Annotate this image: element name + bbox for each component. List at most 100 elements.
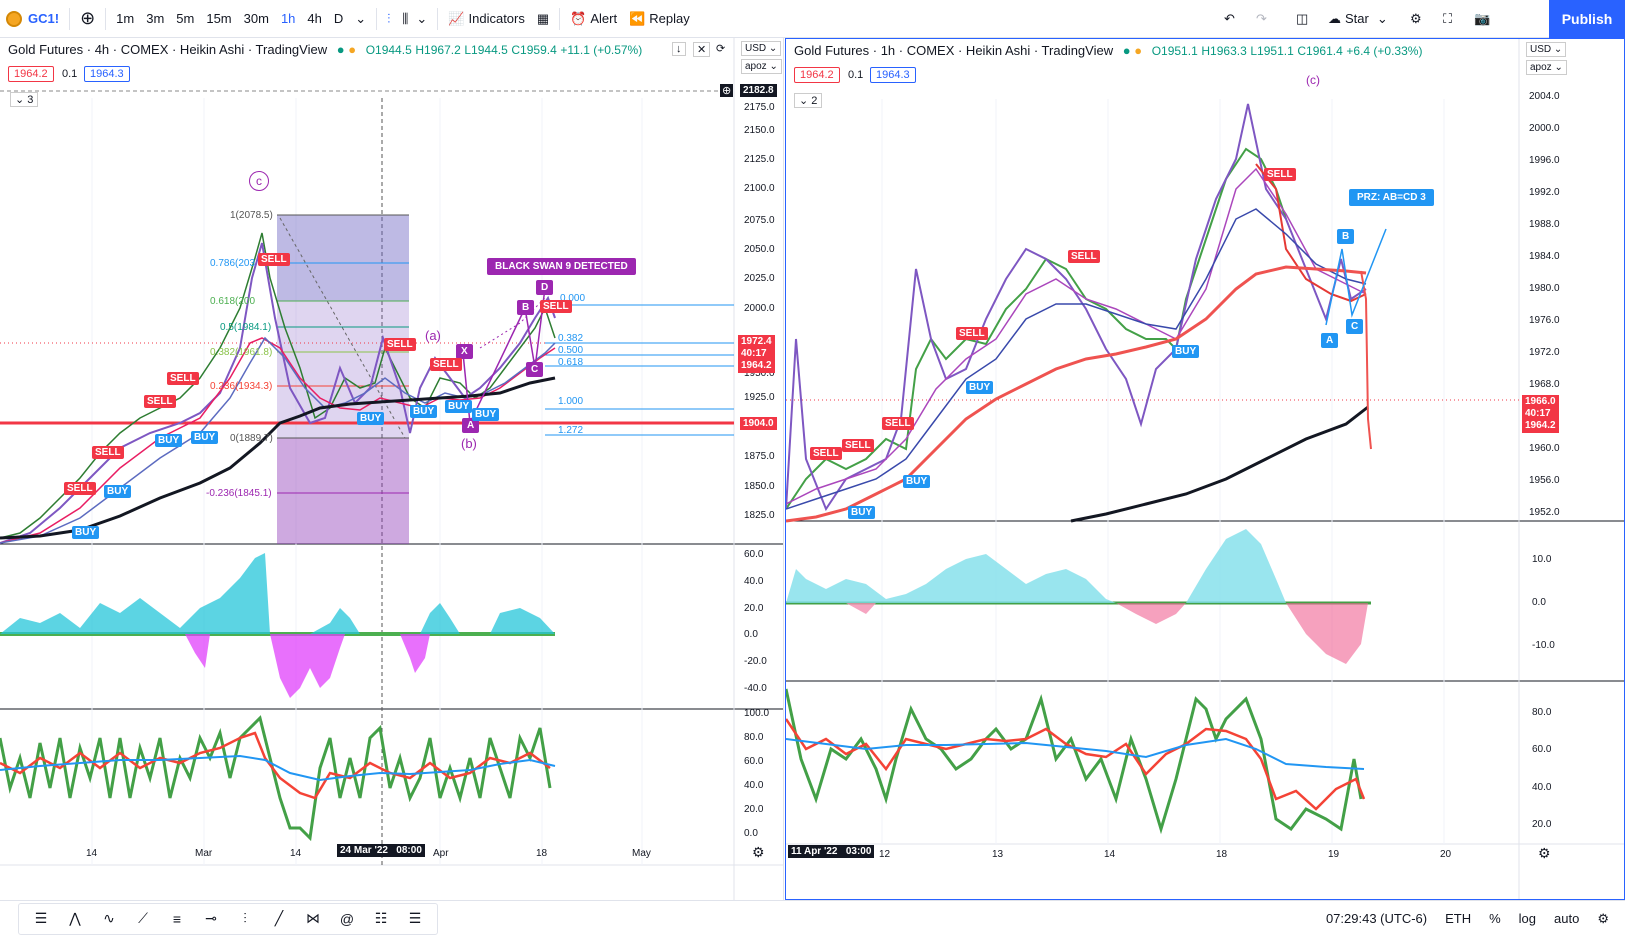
interval-dropdown-button[interactable]: ⌄ xyxy=(349,0,372,38)
left-currency-selector[interactable]: USD ⌄ xyxy=(741,41,782,56)
right-axis-settings-button[interactable]: ⚙ xyxy=(1538,845,1551,862)
left-sync-button[interactable]: ⟳ xyxy=(716,43,726,55)
left-axis-settings-button[interactable]: ⚙ xyxy=(752,844,765,861)
sell-signal: SELL xyxy=(810,447,842,460)
interval-1h[interactable]: 1h xyxy=(280,11,296,26)
right-ask-box[interactable]: 1964.3 xyxy=(870,67,916,83)
price-tick: 1950.0 xyxy=(744,368,775,379)
bars-style-button[interactable]: ⫼ ⌄ xyxy=(396,0,433,38)
right-chart-canvas[interactable] xyxy=(786,39,1625,900)
interval-5m[interactable]: 5m xyxy=(176,11,195,26)
interval-1m[interactable]: 1m xyxy=(116,11,135,26)
left-indicators-toggle[interactable]: ⌄ 3 xyxy=(10,92,39,107)
last-price-label: 1966.0 40:17 1964.2 xyxy=(1522,395,1559,433)
log-toggle[interactable]: log xyxy=(1518,910,1537,926)
right-chart-pane[interactable]: Gold Futures · 1h · COMEX · Heikin Ashi … xyxy=(785,38,1625,900)
auto-toggle[interactable]: auto xyxy=(1554,910,1580,926)
left-close: C1959.4 xyxy=(511,43,557,57)
alert-button[interactable]: ⏰ Alert xyxy=(564,0,623,38)
interval-15m[interactable]: 15m xyxy=(206,11,232,26)
time-tick: 14 xyxy=(290,848,302,859)
session-toggle[interactable]: ETH xyxy=(1445,910,1472,926)
left-chart-canvas[interactable] xyxy=(0,38,784,900)
price-tick: 1996.0 xyxy=(1529,155,1560,166)
left-ask-box[interactable]: 1964.3 xyxy=(84,66,130,82)
templates-button[interactable]: ▦ xyxy=(531,0,555,38)
ray-icon[interactable]: ╱ xyxy=(274,910,284,926)
left-bid-box[interactable]: 1964.2 xyxy=(8,66,54,82)
right-indicators-toggle[interactable]: ⌄ 2 xyxy=(794,93,823,108)
time-tick: Apr xyxy=(433,848,449,859)
separator xyxy=(105,7,107,30)
left-chart-pane[interactable]: Gold Futures · 4h · COMEX · Heikin Ashi … xyxy=(0,38,784,900)
wave-label-c: c xyxy=(249,171,269,191)
spiral-icon[interactable]: @ xyxy=(339,910,355,927)
settings-button[interactable]: ⚙ xyxy=(1404,0,1428,38)
publish-button[interactable]: Publish xyxy=(1549,0,1625,38)
right-chart-title: Gold Futures · 1h · COMEX · Heikin Ashi … xyxy=(794,43,1114,58)
symbol-search-button[interactable]: GC1! xyxy=(0,0,65,38)
interval-d[interactable]: D xyxy=(333,11,344,26)
compare-symbol-button[interactable]: ⊕ xyxy=(74,0,101,38)
price-tick: 2075.0 xyxy=(744,215,775,226)
pattern-point-d: D xyxy=(536,280,554,295)
layout-button[interactable]: ◫ xyxy=(1290,0,1314,38)
percent-toggle[interactable]: % xyxy=(1489,910,1501,926)
countdown-value: 40:17 xyxy=(1525,408,1551,419)
right-high: H1963.3 xyxy=(1201,44,1247,58)
pattern-point-a: A xyxy=(1321,333,1339,348)
delayed-icon: ● xyxy=(348,42,357,57)
snapshot-button[interactable]: 📷 xyxy=(1468,0,1496,38)
elliott-wave-icon[interactable]: ∿ xyxy=(103,910,115,926)
left-close-button[interactable]: ✕ xyxy=(693,42,711,57)
right-ruler-label[interactable]: apoz ⌄ xyxy=(1526,60,1567,75)
fullscreen-button[interactable]: ⛶ xyxy=(1437,0,1458,38)
indicators-button[interactable]: 📈 Indicators xyxy=(442,0,531,38)
time-tick: 14 xyxy=(1104,849,1116,860)
abc-pattern-icon[interactable]: ⋀ xyxy=(69,910,81,926)
bottom-toolbar: ☰ ⋀ ∿ ⟋ ≡ ⊸ ⫶ ╱ ⋈ @ ☷ ☰ 07:29:43 (UTC-6)… xyxy=(0,900,1625,936)
sell-signal: SELL xyxy=(540,300,572,313)
price-tick: 1968.0 xyxy=(1529,379,1560,390)
price-tick: 2025.0 xyxy=(744,273,775,284)
fib-retracement-icon[interactable]: ☷ xyxy=(374,910,388,926)
left-scroll-down-button[interactable]: ↓ xyxy=(672,42,686,56)
crosshair-time-label: 11 Apr '22 03:00 xyxy=(788,845,875,858)
interval-3m[interactable]: 3m xyxy=(146,11,165,26)
trend-line-icon[interactable]: ⟋ xyxy=(138,910,148,926)
price-tick: 1960.0 xyxy=(1529,443,1560,454)
sell-signal: SELL xyxy=(882,417,914,430)
chart-type-button[interactable]: ⫶ xyxy=(381,0,396,38)
fullscreen-icon: ⛶ xyxy=(1443,10,1453,26)
interval-30m[interactable]: 30m xyxy=(243,11,269,26)
gear-icon[interactable]: ⚙ xyxy=(1597,910,1609,926)
save-layout-button[interactable]: ☁ Star ⌄ xyxy=(1322,0,1394,38)
fib-icon[interactable]: ≡ xyxy=(172,910,182,927)
osc-tick: 40.0 xyxy=(744,576,764,587)
replay-button[interactable]: ⏪ Replay xyxy=(623,0,696,38)
right-bid-box[interactable]: 1964.2 xyxy=(794,67,840,83)
price-tick: 2050.0 xyxy=(744,244,775,255)
menu-icon[interactable]: ☰ xyxy=(34,910,48,926)
add-alert-icon[interactable]: ⊕ xyxy=(720,84,734,97)
buy-signal: BUY xyxy=(445,400,473,413)
fib-extension-icon[interactable]: ☰ xyxy=(408,910,422,926)
fib-label: 1(2078.5) xyxy=(230,210,273,221)
horizontal-line-icon[interactable]: ⊸ xyxy=(205,910,217,926)
left-high: H1967.2 xyxy=(415,43,461,57)
left-ruler-label[interactable]: apoz ⌄ xyxy=(741,59,782,74)
indicators-label: Indicators xyxy=(468,11,525,26)
redo-button[interactable]: ↷ xyxy=(1250,0,1273,38)
harmonic-level-label: 0.000 xyxy=(560,293,586,304)
xabcd-icon[interactable]: ⋈ xyxy=(306,910,320,926)
sell-signal: SELL xyxy=(258,253,290,266)
right-currency-selector[interactable]: USD ⌄ xyxy=(1526,42,1567,57)
rsi-tick: 100.0 xyxy=(744,708,770,719)
clock[interactable]: 07:29:43 (UTC-6) xyxy=(1325,910,1428,926)
pattern-point-b: B xyxy=(1337,229,1355,244)
price-tick: 1952.0 xyxy=(1529,507,1560,518)
undo-button[interactable]: ↶ xyxy=(1218,0,1241,38)
pattern-banner: BLACK SWAN 9 DETECTED xyxy=(487,258,636,275)
interval-4h[interactable]: 4h xyxy=(307,11,322,26)
vertical-lines-icon[interactable]: ⫶ xyxy=(243,910,247,926)
